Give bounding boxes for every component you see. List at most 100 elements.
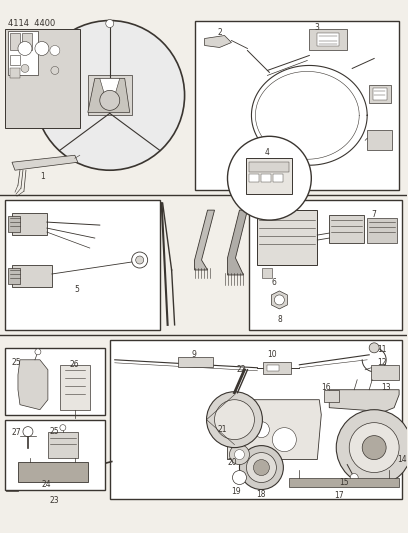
Bar: [373, 88, 387, 100]
Circle shape: [253, 422, 269, 438]
Circle shape: [362, 435, 386, 459]
Text: 2: 2: [217, 28, 222, 37]
Text: 8: 8: [277, 315, 282, 324]
Text: 18: 18: [257, 489, 266, 498]
Circle shape: [233, 471, 246, 484]
Bar: [249, 200, 402, 330]
Bar: [249, 174, 259, 182]
Circle shape: [51, 67, 59, 75]
Circle shape: [235, 450, 244, 459]
Bar: [264, 362, 291, 374]
Bar: [249, 162, 289, 172]
Text: 25: 25: [50, 426, 60, 435]
Bar: [246, 158, 293, 194]
Bar: [18, 462, 88, 481]
Bar: [10, 33, 20, 51]
Circle shape: [35, 21, 184, 170]
Polygon shape: [60, 365, 90, 410]
Polygon shape: [195, 210, 215, 270]
Text: 9: 9: [192, 350, 196, 359]
Text: 14: 14: [397, 455, 407, 464]
Bar: [5, 419, 105, 489]
Polygon shape: [18, 360, 48, 410]
Bar: [10, 55, 20, 66]
Bar: [267, 365, 279, 371]
Circle shape: [206, 392, 262, 448]
Text: 4114  4400: 4114 4400: [8, 19, 55, 28]
Polygon shape: [329, 390, 399, 411]
Bar: [5, 200, 160, 330]
Bar: [22, 33, 32, 51]
Text: 20: 20: [228, 457, 237, 466]
Polygon shape: [228, 400, 321, 459]
Text: 10: 10: [267, 350, 277, 359]
Polygon shape: [271, 291, 287, 309]
Bar: [257, 210, 317, 265]
Circle shape: [336, 410, 408, 486]
Text: 12: 12: [377, 358, 387, 367]
Bar: [8, 30, 38, 76]
Circle shape: [23, 426, 33, 437]
Circle shape: [100, 91, 120, 110]
Text: 4: 4: [265, 148, 270, 157]
Circle shape: [35, 349, 41, 355]
Bar: [177, 357, 213, 367]
Text: 13: 13: [381, 383, 391, 392]
Bar: [329, 215, 364, 243]
Bar: [6, 483, 18, 491]
Circle shape: [228, 136, 311, 220]
Bar: [262, 268, 273, 278]
Circle shape: [275, 295, 284, 305]
Text: 27: 27: [12, 427, 22, 437]
Text: 22: 22: [237, 365, 246, 374]
Text: 16: 16: [321, 383, 331, 392]
Circle shape: [239, 446, 284, 489]
Circle shape: [21, 64, 29, 72]
Polygon shape: [100, 78, 120, 95]
Circle shape: [106, 20, 114, 28]
Text: 1: 1: [40, 172, 44, 181]
Circle shape: [350, 473, 358, 481]
Text: 3: 3: [314, 22, 319, 31]
Text: 17: 17: [334, 491, 344, 500]
Bar: [12, 265, 52, 287]
Bar: [5, 29, 80, 128]
Text: 6: 6: [271, 278, 276, 287]
Circle shape: [273, 427, 296, 451]
Circle shape: [35, 42, 49, 55]
Polygon shape: [88, 78, 130, 112]
Polygon shape: [12, 155, 78, 170]
Circle shape: [253, 459, 269, 475]
Circle shape: [60, 425, 66, 431]
Bar: [367, 218, 397, 243]
Bar: [10, 68, 20, 78]
Bar: [309, 29, 347, 51]
Bar: [110, 340, 402, 499]
Text: 21: 21: [217, 425, 227, 434]
Bar: [8, 268, 20, 284]
Bar: [273, 174, 284, 182]
Bar: [324, 390, 339, 402]
Polygon shape: [289, 478, 399, 487]
Circle shape: [246, 453, 276, 482]
Bar: [371, 365, 399, 379]
Polygon shape: [228, 210, 247, 275]
Bar: [195, 21, 399, 190]
Polygon shape: [48, 432, 78, 457]
Bar: [5, 348, 105, 415]
Bar: [12, 213, 47, 235]
Bar: [317, 33, 339, 46]
Bar: [367, 130, 392, 150]
Text: 26: 26: [70, 360, 80, 369]
Circle shape: [215, 400, 255, 440]
Circle shape: [229, 445, 249, 465]
Circle shape: [18, 42, 32, 55]
Bar: [369, 85, 391, 103]
Text: 25: 25: [12, 358, 22, 367]
Text: 5: 5: [75, 285, 80, 294]
Bar: [8, 216, 20, 232]
Polygon shape: [88, 76, 132, 115]
Circle shape: [349, 423, 399, 473]
Text: 15: 15: [339, 478, 349, 487]
Circle shape: [369, 343, 379, 353]
